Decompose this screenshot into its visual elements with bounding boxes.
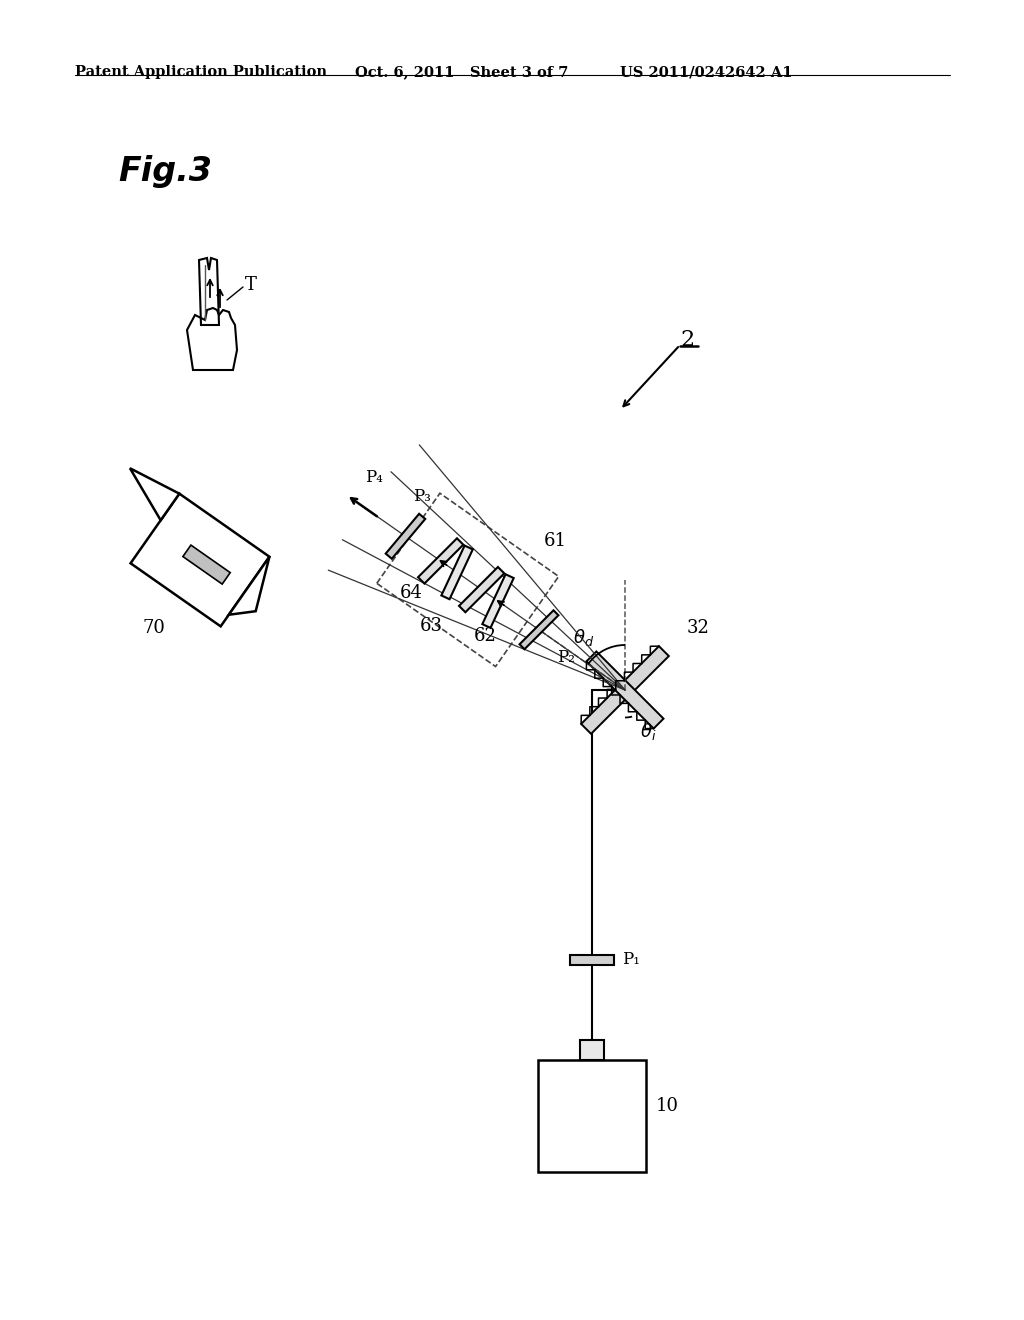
Polygon shape bbox=[482, 574, 514, 628]
Polygon shape bbox=[459, 568, 504, 612]
Polygon shape bbox=[582, 647, 669, 734]
Bar bbox=[538, 1060, 646, 1172]
Text: 61: 61 bbox=[544, 532, 566, 550]
Polygon shape bbox=[386, 513, 425, 558]
Polygon shape bbox=[441, 545, 473, 599]
Polygon shape bbox=[519, 610, 558, 649]
Text: T: T bbox=[245, 276, 257, 294]
Text: 70: 70 bbox=[142, 619, 165, 638]
Text: 10: 10 bbox=[656, 1097, 679, 1115]
Text: 63: 63 bbox=[420, 616, 442, 635]
Polygon shape bbox=[131, 494, 269, 627]
Text: P₁: P₁ bbox=[622, 952, 640, 969]
Text: Oct. 6, 2011   Sheet 3 of 7: Oct. 6, 2011 Sheet 3 of 7 bbox=[355, 65, 568, 79]
Text: 2: 2 bbox=[680, 329, 694, 351]
Text: 32: 32 bbox=[687, 619, 710, 638]
Text: Fig.3: Fig.3 bbox=[118, 154, 212, 187]
Polygon shape bbox=[130, 469, 179, 520]
Text: $\theta_d$: $\theta_d$ bbox=[573, 627, 594, 648]
Text: P₂: P₂ bbox=[557, 649, 574, 667]
Polygon shape bbox=[183, 545, 230, 583]
Text: Patent Application Publication: Patent Application Publication bbox=[75, 65, 327, 79]
Polygon shape bbox=[418, 539, 463, 583]
Text: 62: 62 bbox=[474, 627, 497, 644]
Bar bbox=[570, 954, 614, 965]
Text: $\theta_i$: $\theta_i$ bbox=[640, 722, 656, 742]
Polygon shape bbox=[228, 557, 269, 615]
Polygon shape bbox=[587, 652, 664, 729]
Text: 64: 64 bbox=[399, 585, 423, 602]
Text: P₃: P₃ bbox=[414, 488, 431, 504]
Text: P₄: P₄ bbox=[366, 469, 383, 486]
Text: US 2011/0242642 A1: US 2011/0242642 A1 bbox=[620, 65, 793, 79]
Bar bbox=[580, 1040, 604, 1060]
